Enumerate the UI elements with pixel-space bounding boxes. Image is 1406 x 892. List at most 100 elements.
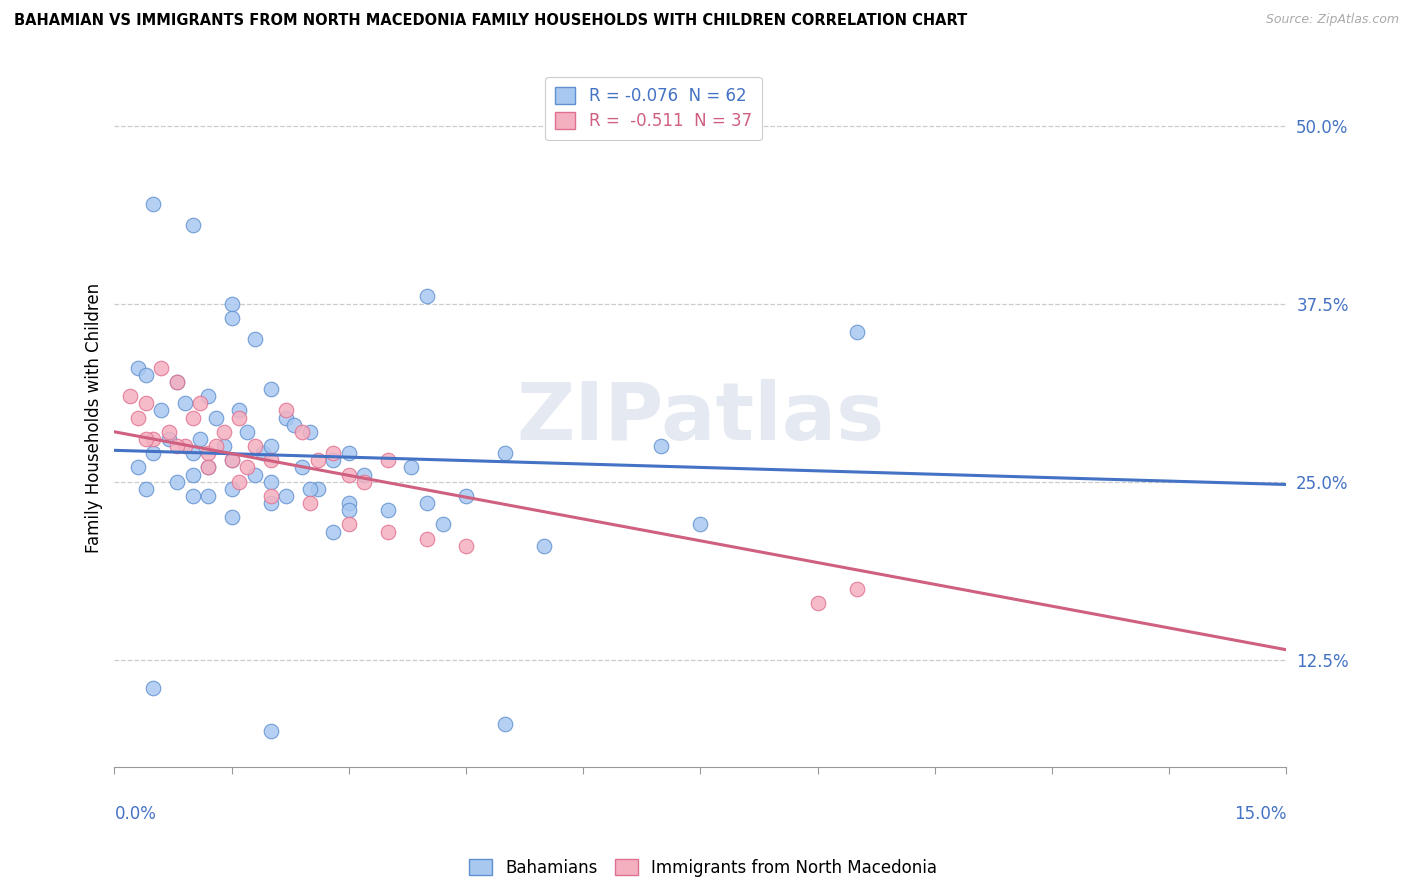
Point: [197, 389, 219, 403]
Point: [322, 453, 344, 467]
Point: [260, 382, 283, 396]
Legend: Bahamians, Immigrants from North Macedonia: Bahamians, Immigrants from North Macedon…: [463, 853, 943, 884]
Point: [494, 446, 516, 460]
Text: BAHAMIAN VS IMMIGRANTS FROM NORTH MACEDONIA FAMILY HOUSEHOLDS WITH CHILDREN CORR: BAHAMIAN VS IMMIGRANTS FROM NORTH MACEDO…: [14, 13, 967, 29]
Point: [197, 460, 219, 475]
Point: [181, 410, 204, 425]
Point: [298, 425, 321, 439]
Point: [401, 460, 423, 475]
Point: [221, 453, 243, 467]
Point: [173, 396, 195, 410]
Point: [157, 432, 180, 446]
Point: [197, 489, 219, 503]
Point: [260, 453, 283, 467]
Point: [260, 475, 283, 489]
Y-axis label: Family Households with Children: Family Households with Children: [86, 283, 103, 553]
Point: [127, 410, 149, 425]
Point: [228, 475, 250, 489]
Point: [650, 439, 672, 453]
Point: [166, 375, 188, 389]
Point: [181, 489, 204, 503]
Point: [166, 375, 188, 389]
Point: [689, 517, 711, 532]
Point: [337, 503, 360, 517]
Point: [416, 289, 439, 303]
Point: [190, 432, 212, 446]
Point: [337, 446, 360, 460]
Point: [221, 510, 243, 524]
Point: [142, 681, 165, 696]
Point: [276, 403, 298, 417]
Point: [157, 425, 180, 439]
Point: [221, 296, 243, 310]
Point: [127, 360, 149, 375]
Point: [454, 489, 477, 503]
Point: [353, 475, 375, 489]
Point: [243, 439, 266, 453]
Point: [298, 496, 321, 510]
Point: [283, 417, 305, 432]
Point: [494, 716, 516, 731]
Point: [252, 446, 274, 460]
Point: [190, 396, 212, 410]
Point: [353, 467, 375, 482]
Point: [181, 446, 204, 460]
Point: [432, 517, 454, 532]
Text: 0.0%: 0.0%: [114, 805, 156, 823]
Point: [454, 539, 477, 553]
Point: [150, 360, 173, 375]
Point: [291, 460, 314, 475]
Point: [228, 410, 250, 425]
Point: [416, 496, 439, 510]
Point: [337, 517, 360, 532]
Point: [142, 197, 165, 211]
Point: [377, 524, 399, 539]
Point: [845, 582, 868, 596]
Point: [337, 467, 360, 482]
Point: [260, 489, 283, 503]
Point: [150, 403, 173, 417]
Point: [221, 482, 243, 496]
Point: [212, 425, 235, 439]
Point: [243, 332, 266, 346]
Point: [807, 596, 830, 610]
Point: [135, 396, 157, 410]
Point: [322, 524, 344, 539]
Point: [221, 310, 243, 325]
Text: ZIPatlas: ZIPatlas: [516, 378, 884, 457]
Point: [118, 389, 141, 403]
Point: [135, 482, 157, 496]
Point: [205, 410, 228, 425]
Point: [181, 467, 204, 482]
Point: [337, 496, 360, 510]
Text: Source: ZipAtlas.com: Source: ZipAtlas.com: [1265, 13, 1399, 27]
Point: [276, 410, 298, 425]
Point: [377, 453, 399, 467]
Point: [416, 532, 439, 546]
Point: [135, 368, 157, 382]
Point: [298, 482, 321, 496]
Point: [197, 446, 219, 460]
Point: [291, 425, 314, 439]
Point: [236, 460, 259, 475]
Text: 15.0%: 15.0%: [1234, 805, 1286, 823]
Point: [228, 403, 250, 417]
Point: [173, 439, 195, 453]
Legend: R = -0.076  N = 62, R =  -0.511  N = 37: R = -0.076 N = 62, R = -0.511 N = 37: [546, 77, 762, 140]
Point: [276, 489, 298, 503]
Point: [221, 453, 243, 467]
Point: [181, 218, 204, 232]
Point: [243, 467, 266, 482]
Point: [307, 453, 329, 467]
Point: [142, 432, 165, 446]
Point: [236, 425, 259, 439]
Point: [166, 475, 188, 489]
Point: [127, 460, 149, 475]
Point: [845, 325, 868, 339]
Point: [322, 446, 344, 460]
Point: [212, 439, 235, 453]
Point: [135, 432, 157, 446]
Point: [260, 439, 283, 453]
Point: [260, 723, 283, 738]
Point: [307, 482, 329, 496]
